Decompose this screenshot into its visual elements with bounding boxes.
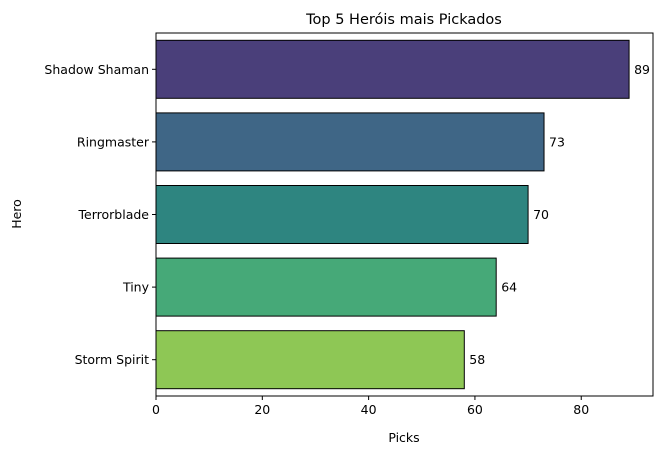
bar-value-label: 73 (549, 134, 565, 149)
y-tick-label: Tiny (122, 280, 150, 295)
bar-value-label: 64 (501, 280, 517, 295)
x-tick-label: 80 (573, 402, 589, 417)
bar-0 (155, 39, 630, 99)
x-tick-label: 40 (361, 402, 377, 417)
y-tick-label: Storm Spirit (75, 352, 150, 367)
x-tick-label: 60 (467, 402, 483, 417)
bars-group (155, 39, 630, 390)
bar-2 (155, 185, 529, 244)
bar-3 (155, 257, 497, 317)
y-axis-ticks: Shadow Shaman Ringmaster Terrorblade Tiny St… (44, 62, 156, 367)
y-tick-label: Ringmaster (77, 134, 150, 149)
bar-1 (155, 112, 545, 172)
plot-frame (155, 32, 654, 397)
bar-value-label: 58 (469, 352, 485, 367)
bar-value-label: 70 (533, 207, 549, 222)
y-tick-label: Terrorblade (78, 207, 150, 222)
x-tick-label: 20 (254, 402, 270, 417)
x-axis-ticks: 0 20 40 60 80 (152, 396, 589, 417)
x-axis-label: Picks (388, 430, 419, 445)
x-tick-label: 0 (152, 402, 160, 417)
value-labels-group: 89 73 70 64 58 (469, 62, 650, 367)
bar-value-label: 89 (634, 62, 650, 77)
chart-title: Top 5 Heróis mais Pickados (305, 12, 502, 28)
bar-4 (155, 330, 465, 390)
y-tick-label: Shadow Shaman (44, 62, 149, 77)
y-axis-label: Hero (9, 199, 24, 229)
